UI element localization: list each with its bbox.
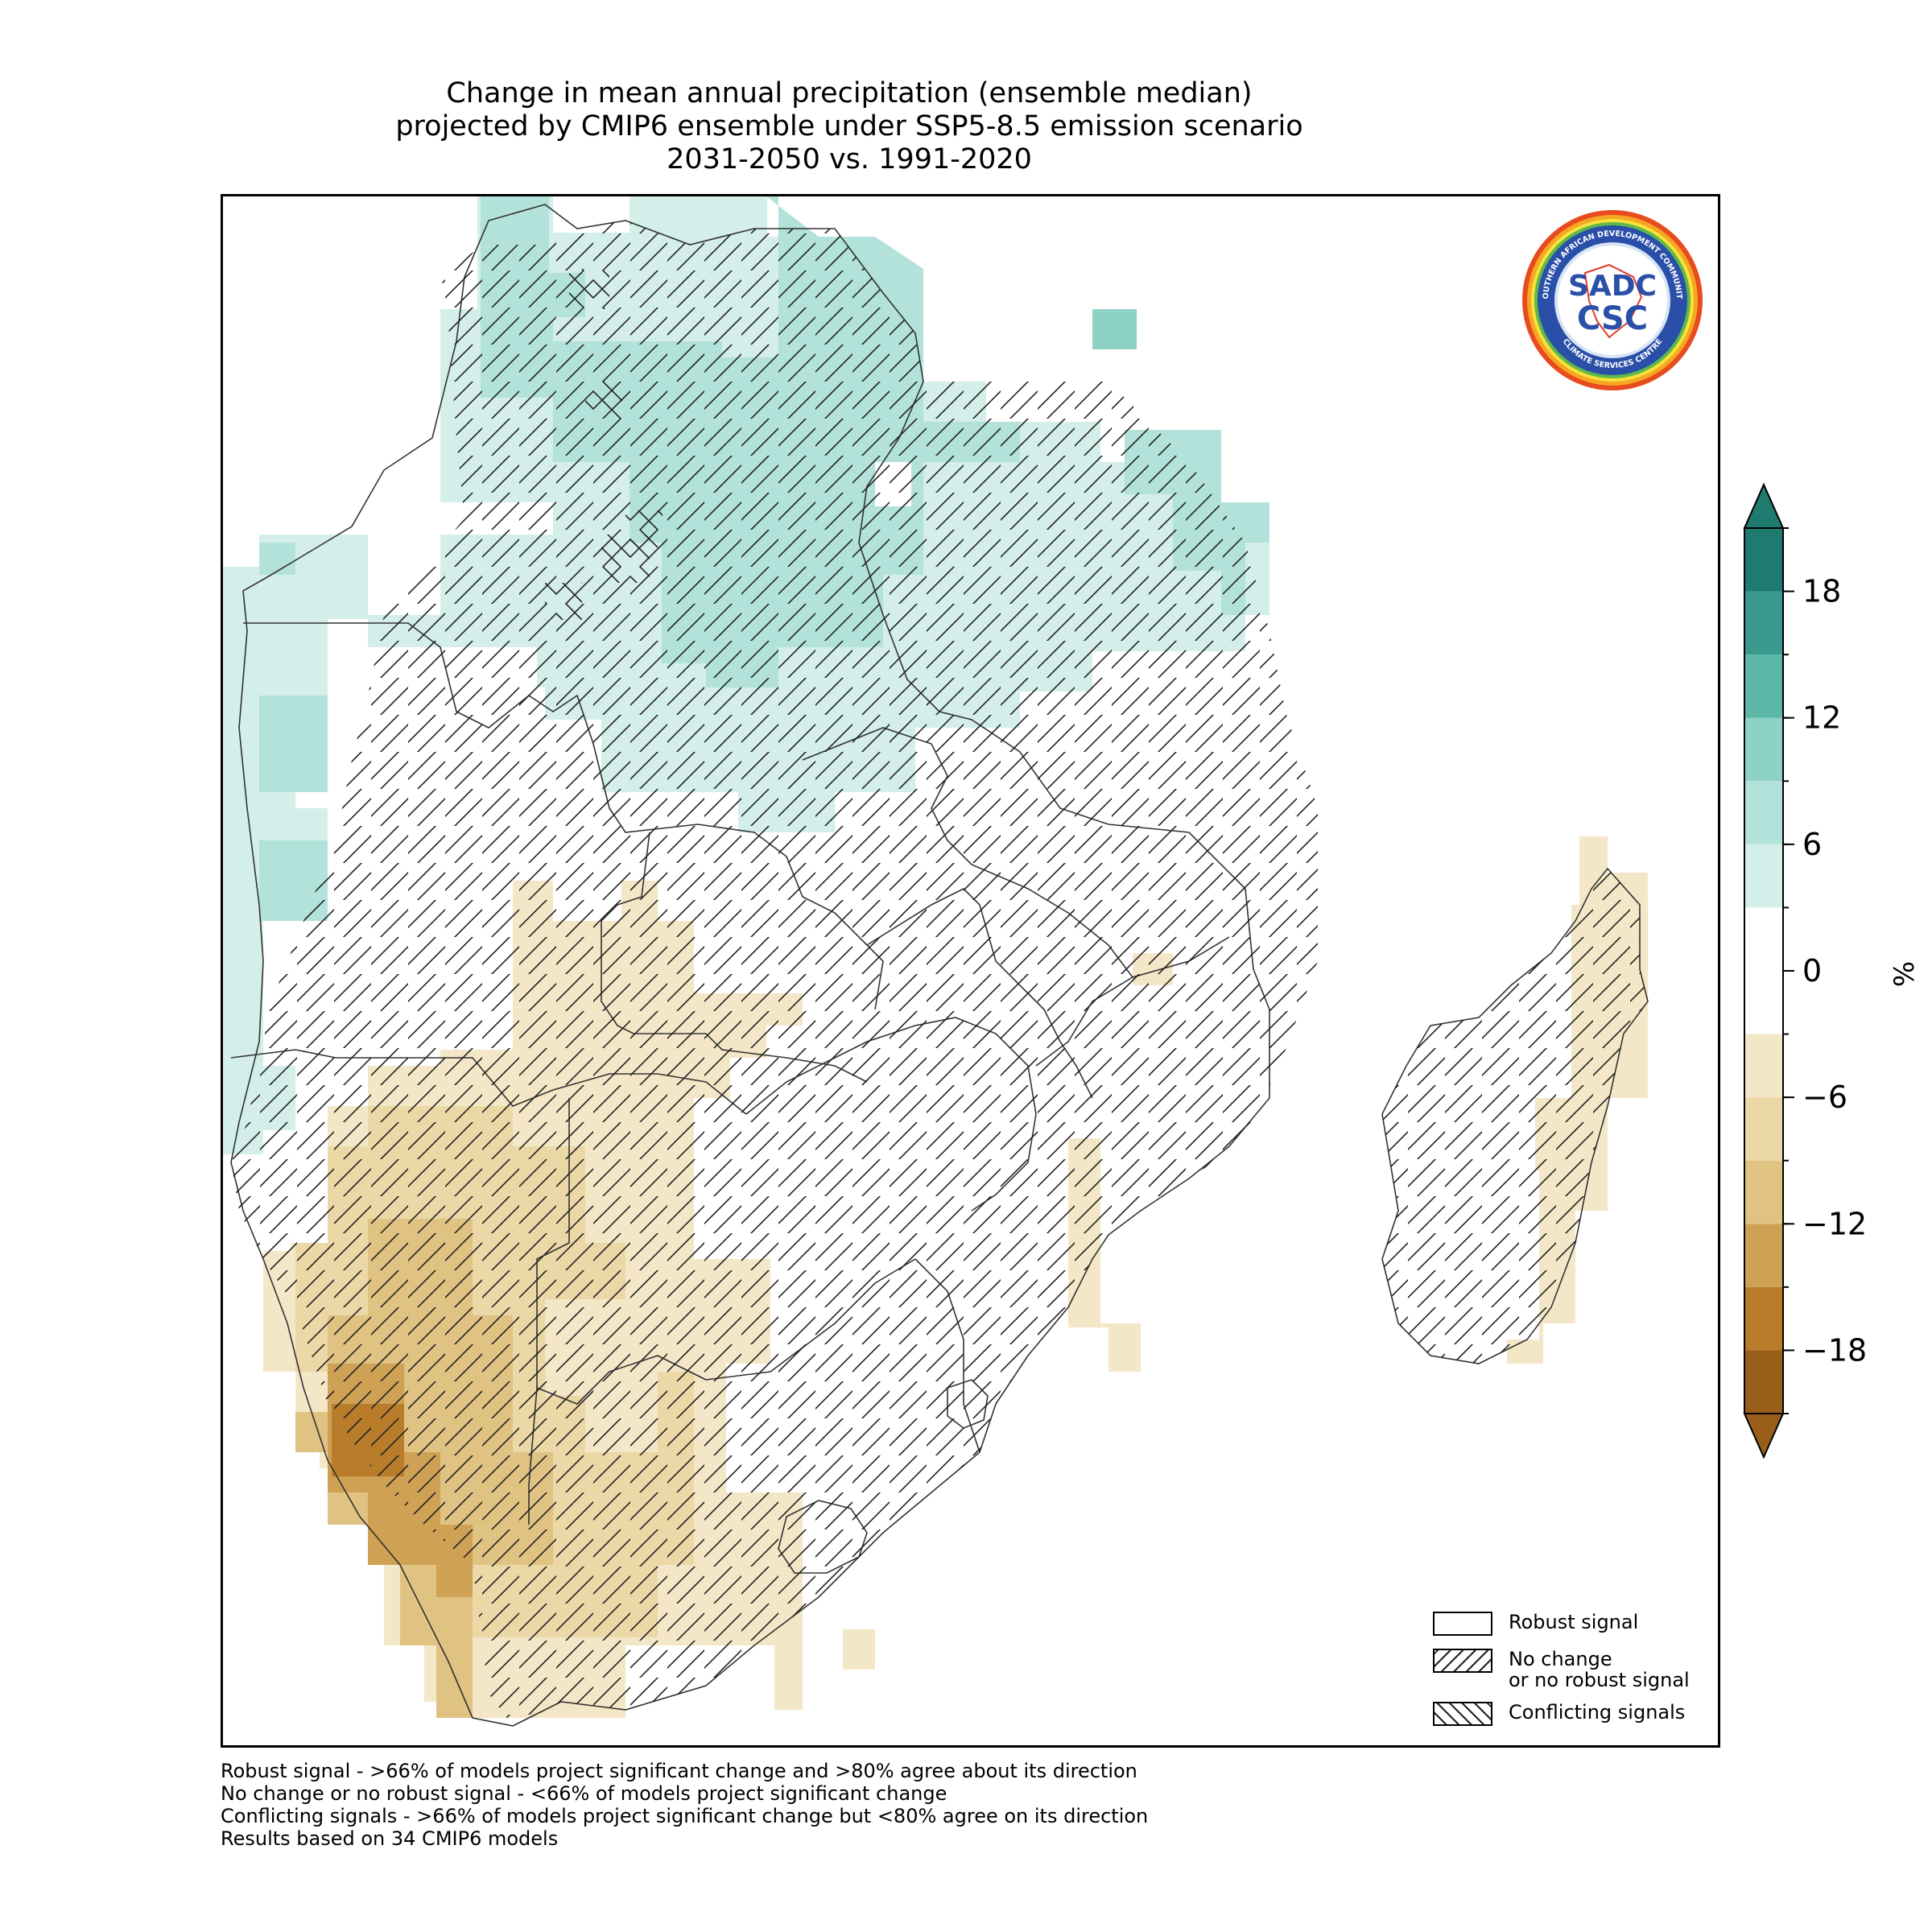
legend-label: Robust signal [1509, 1611, 1639, 1633]
colorbar-segment [1744, 781, 1783, 844]
legend-item: Conflicting signals [1433, 1702, 1685, 1726]
wet-west-coast [259, 543, 328, 921]
colorbar-segment [1744, 717, 1783, 782]
colorbar: 18 12 6 0 −6 −12 −18 [1743, 482, 1867, 1459]
hatch-madagascar [1382, 869, 1648, 1364]
legend-label: No change or no robust signal [1509, 1648, 1690, 1691]
footnote-conflicting: Conflicting signals - >66% of models pro… [221, 1805, 1149, 1827]
hatch-mainland [231, 221, 1318, 1726]
colorbar-segment [1744, 1224, 1783, 1287]
hatch-conflicting-signals [545, 269, 663, 620]
legend-label: Conflicting signals [1509, 1701, 1686, 1724]
conflict-patch-1 [569, 269, 609, 309]
colorbar-tick-label: −12 [1802, 1206, 1867, 1241]
sadc-csc-logo: SADC CSC SOUTHERN AFRICAN DEVELOPMENT CO… [1517, 202, 1704, 392]
colorbar-extend-min [1743, 1413, 1785, 1459]
colorbar-tick-label: 12 [1802, 700, 1841, 736]
title-line-3: 2031-2050 vs. 1991-2020 [667, 143, 1032, 175]
title-line-1: Change in mean annual precipitation (ens… [446, 77, 1253, 109]
footnotes: Robust signal - >66% of models project s… [221, 1760, 1148, 1850]
colorbar-tick-label: 0 [1802, 953, 1822, 989]
colorbar-tick-label: −6 [1802, 1080, 1847, 1115]
logo-graphic: SADC CSC SOUTHERN AFRICAN DEVELOPMENT CO… [1517, 202, 1703, 390]
colorbar-tick-label: 18 [1802, 574, 1841, 609]
colorbar-segment [1744, 1286, 1783, 1351]
colorbar-segment [1744, 528, 1783, 592]
chart-title: Change in mean annual precipitation (ens… [145, 77, 1554, 176]
map-panel [221, 194, 1720, 1748]
footnote-no-change: No change or no robust signal - <66% of … [221, 1782, 947, 1805]
title-line-2: projected by CMIP6 ensemble under SSP5-8… [395, 110, 1303, 142]
colorbar-segment [1744, 1160, 1783, 1224]
conflict-patch-2 [585, 382, 622, 419]
footnote-robust: Robust signal - >66% of models project s… [221, 1760, 1137, 1782]
colorbar-segment [1744, 1350, 1783, 1414]
legend-item: Robust signal [1433, 1612, 1638, 1636]
wet-strong-ne [1092, 309, 1137, 349]
conflict-patch-4 [545, 583, 582, 620]
colorbar-unit-label: % [1889, 960, 1922, 988]
map-canvas [223, 196, 1649, 1727]
logo-sub-text: CSC [1577, 300, 1648, 337]
hatch-no-robust-signal [231, 221, 1648, 1726]
legend-swatch [1433, 1649, 1492, 1673]
conflict-patch-5 [625, 510, 663, 547]
colorbar-tick-label: −18 [1802, 1332, 1867, 1368]
colorbar-tick-label: 6 [1802, 827, 1822, 862]
logo-main-text: SADC [1568, 270, 1657, 303]
colorbar-segment [1744, 654, 1783, 718]
colorbar-segment [1744, 1097, 1783, 1161]
legend-item: No change or no robust signal [1433, 1649, 1690, 1690]
colorbar-segment [1744, 591, 1783, 655]
colorbar-segment [1744, 1034, 1783, 1098]
legend-swatch [1433, 1702, 1492, 1726]
legend-swatch [1433, 1612, 1492, 1636]
footnote-models: Results based on 34 CMIP6 models [221, 1827, 559, 1850]
colorbar-extend-max [1743, 482, 1785, 529]
colorbar-segment [1744, 844, 1783, 908]
colorbar-segment [1744, 907, 1783, 1034]
